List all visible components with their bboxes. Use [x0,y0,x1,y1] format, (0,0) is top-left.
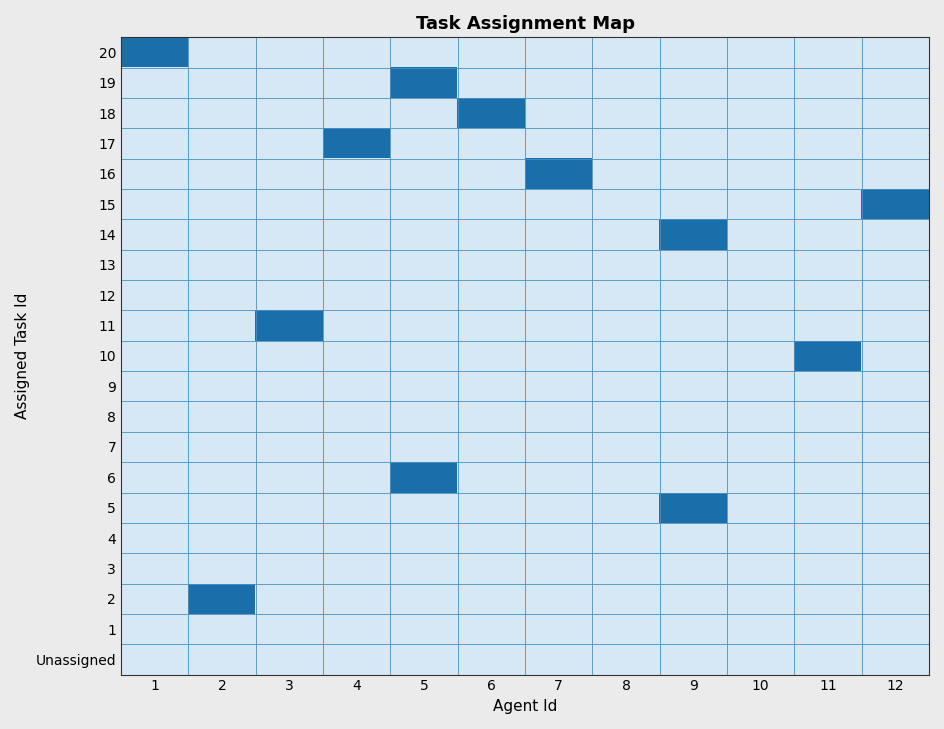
Y-axis label: Assigned Task Id: Assigned Task Id [15,293,30,419]
X-axis label: Agent Id: Agent Id [493,699,557,714]
Title: Task Assignment Map: Task Assignment Map [415,15,634,33]
